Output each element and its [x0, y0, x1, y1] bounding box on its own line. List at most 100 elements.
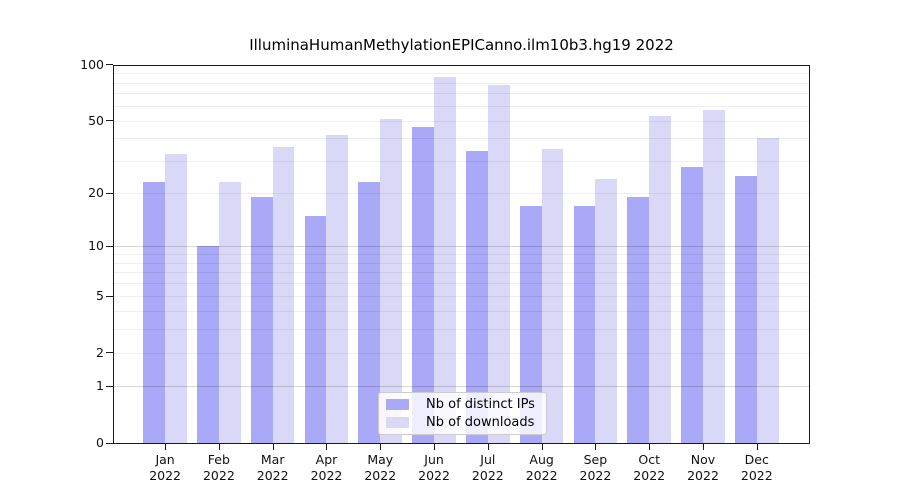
bar-nb-of-distinct-ips-sep — [573, 205, 596, 443]
gridline-minor-3 — [114, 329, 809, 331]
legend-item-downloads: Nb of downloads — [386, 415, 538, 430]
x-tick-month: Sep — [583, 452, 608, 467]
x-tick-year: 2022 — [471, 468, 504, 483]
y-tick-0 — [106, 442, 113, 444]
gridline-minor-8 — [114, 262, 809, 264]
gridline-minor-60 — [114, 105, 809, 107]
x-tick-year: 2022 — [579, 468, 612, 483]
x-tick-year: 2022 — [525, 468, 558, 483]
x-tick-month: Apr — [315, 452, 338, 467]
x-tick-month: Jul — [480, 452, 496, 467]
plot-area — [113, 65, 810, 444]
x-tick-month: Aug — [529, 452, 554, 467]
x-tick-month: Mar — [260, 452, 285, 467]
x-tick-nov — [703, 444, 704, 450]
gridline-minor-30 — [114, 161, 809, 163]
gridline-minor-80 — [114, 82, 809, 84]
y-tick-50 — [106, 120, 113, 122]
legend-label-distinct-ips: Nb of distinct IPs — [426, 397, 535, 412]
x-tick-mar — [272, 444, 274, 450]
bar-nb-of-distinct-ips-nov — [681, 166, 703, 443]
y-tick-label-1: 1 — [96, 378, 104, 394]
bar-nb-of-distinct-ips-oct — [627, 197, 650, 443]
legend-swatch-distinct-ips — [386, 399, 409, 410]
x-tick-label-jun: Jun 2022 — [406, 452, 462, 484]
x-tick-oct — [649, 444, 651, 450]
bar-nb-of-downloads-jul — [487, 84, 510, 443]
x-tick-label-oct: Oct 2022 — [621, 452, 677, 484]
x-tick-month: Jan — [155, 452, 175, 467]
x-tick-label-aug: Aug 2022 — [514, 452, 570, 484]
x-tick-feb — [218, 444, 220, 450]
x-tick-year: 2022 — [687, 468, 719, 483]
bar-nb-of-distinct-ips-jun — [412, 127, 435, 443]
x-tick-label-dec: Dec 2022 — [729, 452, 785, 484]
x-tick-apr — [326, 444, 328, 450]
y-tick-5 — [106, 295, 113, 297]
bar-nb-of-downloads-apr — [326, 134, 349, 443]
y-tick-20 — [106, 192, 113, 194]
bar-nb-of-downloads-oct — [649, 115, 671, 443]
bar-nb-of-distinct-ips-jan — [143, 182, 166, 443]
bar-nb-of-distinct-ips-aug — [519, 205, 542, 443]
gridline-minor-70 — [114, 93, 809, 95]
bar-nb-of-downloads-dec — [756, 138, 779, 443]
gridline-minor-50 — [114, 120, 809, 122]
x-tick-month: May — [367, 452, 394, 467]
y-tick-100 — [106, 64, 113, 66]
bar-nb-of-distinct-ips-apr — [304, 215, 327, 443]
x-tick-label-jan: Jan 2022 — [137, 452, 193, 484]
legend-item-distinct-ips: Nb of distinct IPs — [386, 397, 538, 412]
x-tick-year: 2022 — [256, 468, 289, 483]
legend-label-downloads: Nb of downloads — [426, 415, 535, 430]
bar-nb-of-distinct-ips-dec — [734, 175, 757, 443]
x-tick-year: 2022 — [418, 468, 450, 483]
x-tick-year: 2022 — [149, 468, 181, 483]
x-tick-label-nov: Nov 2022 — [675, 452, 731, 484]
legend: Nb of distinct IPs Nb of downloads — [378, 392, 547, 435]
y-tick-label-0: 0 — [96, 435, 104, 450]
x-tick-month: Jun — [424, 452, 444, 467]
x-tick-jun — [434, 444, 436, 450]
bar-nb-of-distinct-ips-may — [358, 182, 381, 443]
y-tick-label-100: 100 — [80, 56, 104, 72]
x-tick-month: Dec — [744, 452, 769, 467]
y-tick-10 — [106, 245, 113, 247]
y-tick-1 — [106, 385, 113, 387]
gridline-minor-6 — [114, 283, 809, 285]
y-tick-2 — [106, 352, 113, 354]
bar-nb-of-downloads-may — [380, 118, 403, 443]
x-tick-month: Oct — [638, 452, 661, 467]
gridline-minor-5 — [114, 296, 809, 298]
x-tick-year: 2022 — [310, 468, 343, 483]
bar-nb-of-downloads-sep — [595, 179, 618, 443]
x-tick-label-sep: Sep 2022 — [567, 452, 623, 484]
bar-nb-of-distinct-ips-jul — [466, 151, 488, 443]
x-tick-year: 2022 — [364, 468, 397, 483]
x-tick-aug — [541, 444, 543, 450]
y-tick-label-20: 20 — [88, 185, 104, 201]
x-tick-label-may: May 2022 — [352, 452, 408, 484]
y-tick-label-5: 5 — [96, 288, 104, 304]
bar-nb-of-distinct-ips-feb — [197, 246, 219, 443]
x-tick-month: Nov — [690, 452, 716, 467]
x-tick-sep — [595, 444, 597, 450]
y-tick-label-2: 2 — [96, 344, 104, 360]
x-tick-year: 2022 — [633, 468, 666, 483]
x-tick-label-jul: Jul 2022 — [460, 452, 516, 484]
chart-title: IlluminaHumanMethylationEPICanno.ilm10b3… — [249, 36, 674, 54]
bar-nb-of-distinct-ips-mar — [250, 197, 273, 443]
x-tick-jan — [165, 444, 167, 450]
gridline-minor-20 — [114, 193, 809, 195]
x-tick-dec — [756, 444, 758, 450]
bar-nb-of-downloads-aug — [541, 149, 564, 443]
legend-swatch-downloads — [386, 417, 409, 428]
x-tick-label-apr: Apr 2022 — [298, 452, 354, 484]
bar-nb-of-downloads-feb — [218, 182, 241, 443]
x-tick-jul — [487, 444, 489, 450]
x-tick-label-feb: Feb 2022 — [191, 452, 247, 484]
x-tick-month: Feb — [207, 452, 230, 467]
y-tick-label-50: 50 — [88, 112, 104, 128]
y-tick-label-10: 10 — [88, 238, 104, 254]
x-tick-label-mar: Mar 2022 — [245, 452, 301, 484]
